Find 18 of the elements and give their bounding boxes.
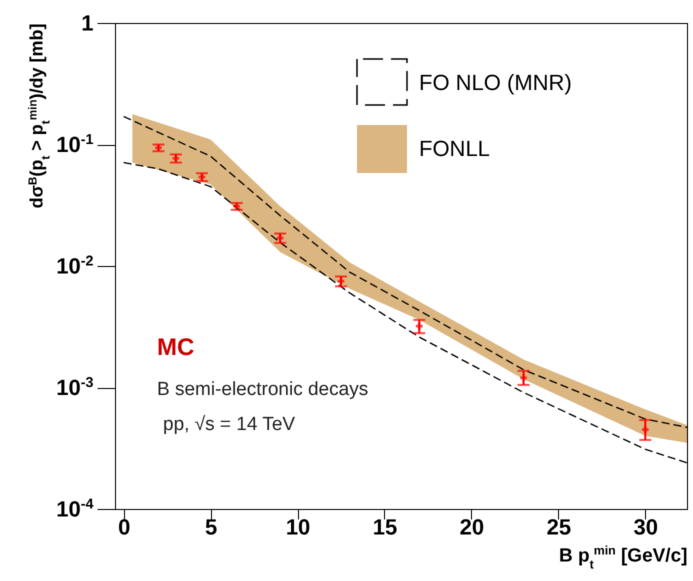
x-tick-label: 30 (634, 514, 658, 540)
y-tick-label: 1 (81, 10, 94, 36)
legend-label: FO NLO (MNR) (419, 70, 572, 95)
x-tick-label: 15 (372, 514, 398, 540)
legend-label: FONLL (419, 136, 490, 161)
x-tick-label: 20 (460, 514, 484, 540)
x-axis-title: B p$_{t}$$^{min}$ [GeV/c] (559, 544, 688, 572)
x-tick-label: 0 (118, 514, 130, 540)
annotation: pp, √s = 14 TeV (163, 414, 296, 435)
x-tick-label: 5 (205, 514, 218, 540)
y-tick-label: 10$^{-4}$ (56, 496, 94, 522)
annotation: MC (157, 334, 194, 361)
annotation: B semi-electronic decays (157, 379, 368, 400)
x-tick-label: 25 (546, 514, 572, 540)
y-tick-label: 10$^{-2}$ (56, 254, 94, 278)
x-tick-label: 10 (286, 514, 310, 540)
y-tick-label: 10$^{-1}$ (56, 132, 94, 157)
y-tick-label: 10$^{-3}$ (56, 375, 94, 400)
